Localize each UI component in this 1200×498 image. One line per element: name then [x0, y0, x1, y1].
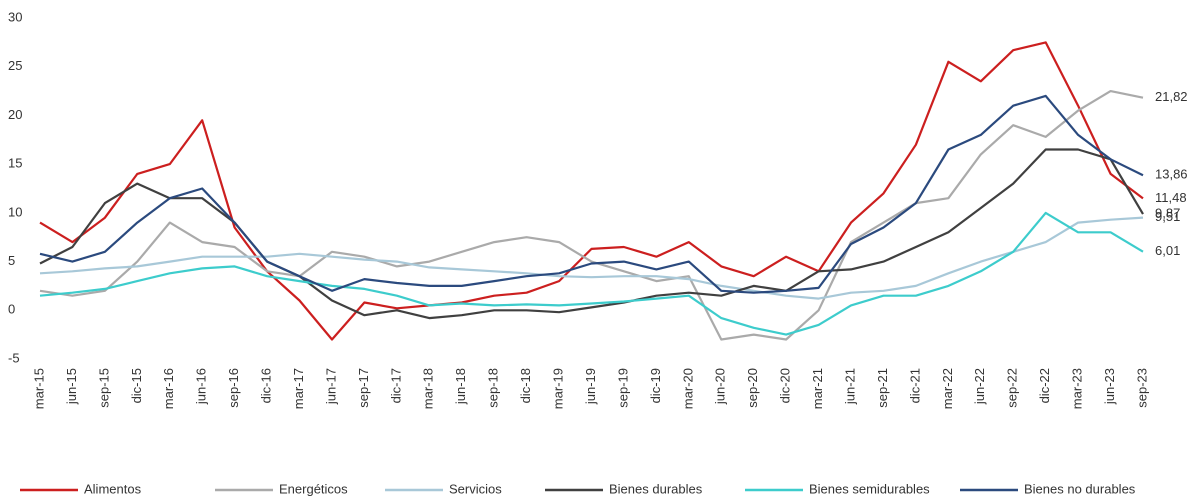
x-tick-label: jun-18 [453, 368, 468, 405]
legend-label: Alimentos [84, 481, 142, 496]
x-tick-label: dic-21 [907, 368, 922, 403]
x-tick-label: mar-23 [1070, 368, 1085, 409]
line-series [39, 41, 1144, 341]
line-series [39, 90, 1144, 341]
x-tick-label: dic-22 [1037, 368, 1052, 403]
x-tick-label: jun-16 [194, 368, 209, 405]
x-tick-label: sep-16 [226, 368, 241, 408]
x-tick-label: dic-15 [129, 368, 144, 403]
x-tick-label: sep-20 [745, 368, 760, 408]
end-value-label: 9,87 [1155, 206, 1180, 221]
legend-label: Bienes semidurables [809, 481, 930, 496]
x-tick-label: sep-22 [1005, 368, 1020, 408]
y-tick-label: 10 [8, 204, 22, 219]
y-tick-label: -5 [8, 350, 20, 365]
x-tick-label: sep-15 [96, 368, 111, 408]
x-tick-label: jun-23 [1102, 368, 1117, 405]
x-tick-label: mar-19 [550, 368, 565, 409]
y-tick-label: 5 [8, 253, 15, 268]
x-tick-label: jun-20 [713, 368, 728, 405]
end-value-label: 13,86 [1155, 167, 1188, 182]
x-tick-label: dic-20 [778, 368, 793, 403]
end-value-label: 6,01 [1155, 243, 1180, 258]
y-tick-label: 0 [8, 302, 15, 317]
x-tick-label: dic-16 [259, 368, 274, 403]
x-tick-label: mar-22 [940, 368, 955, 409]
x-tick-label: mar-18 [421, 368, 436, 409]
x-tick-label: sep-17 [356, 368, 371, 408]
x-tick-label: mar-15 [31, 368, 46, 409]
x-tick-label: mar-17 [291, 368, 306, 409]
x-tick-label: jun-21 [842, 368, 857, 405]
x-tick-label: jun-17 [323, 368, 338, 405]
x-tick-label: sep-18 [486, 368, 501, 408]
x-tick-label: dic-19 [648, 368, 663, 403]
x-tick-label: dic-17 [388, 368, 403, 403]
x-tick-label: mar-16 [161, 368, 176, 409]
x-tick-label: jun-15 [64, 368, 79, 405]
line-series [39, 216, 1144, 300]
x-tick-label: jun-22 [972, 368, 987, 405]
x-tick-label: jun-19 [583, 368, 598, 405]
end-value-label: 9,51 [1155, 209, 1180, 224]
x-tick-label: mar-21 [810, 368, 825, 409]
legend-label: Energéticos [279, 481, 348, 496]
x-tick-label: sep-23 [1134, 368, 1149, 408]
x-tick-label: dic-18 [518, 368, 533, 403]
y-tick-label: 20 [8, 107, 22, 122]
y-tick-label: 30 [8, 9, 22, 24]
x-tick-label: mar-20 [680, 368, 695, 409]
y-tick-label: 25 [8, 58, 22, 73]
line-series [39, 148, 1144, 320]
line-series [39, 94, 1144, 294]
x-tick-label: sep-21 [875, 368, 890, 408]
end-value-label: 21,82 [1155, 89, 1188, 104]
legend-label: Servicios [449, 481, 502, 496]
y-tick-label: 15 [8, 156, 22, 171]
x-tick-label: sep-19 [615, 368, 630, 408]
legend-label: Bienes no durables [1024, 481, 1136, 496]
end-value-label: 11,48 [1155, 190, 1187, 205]
line-series [39, 211, 1144, 336]
legend-label: Bienes durables [609, 481, 703, 496]
